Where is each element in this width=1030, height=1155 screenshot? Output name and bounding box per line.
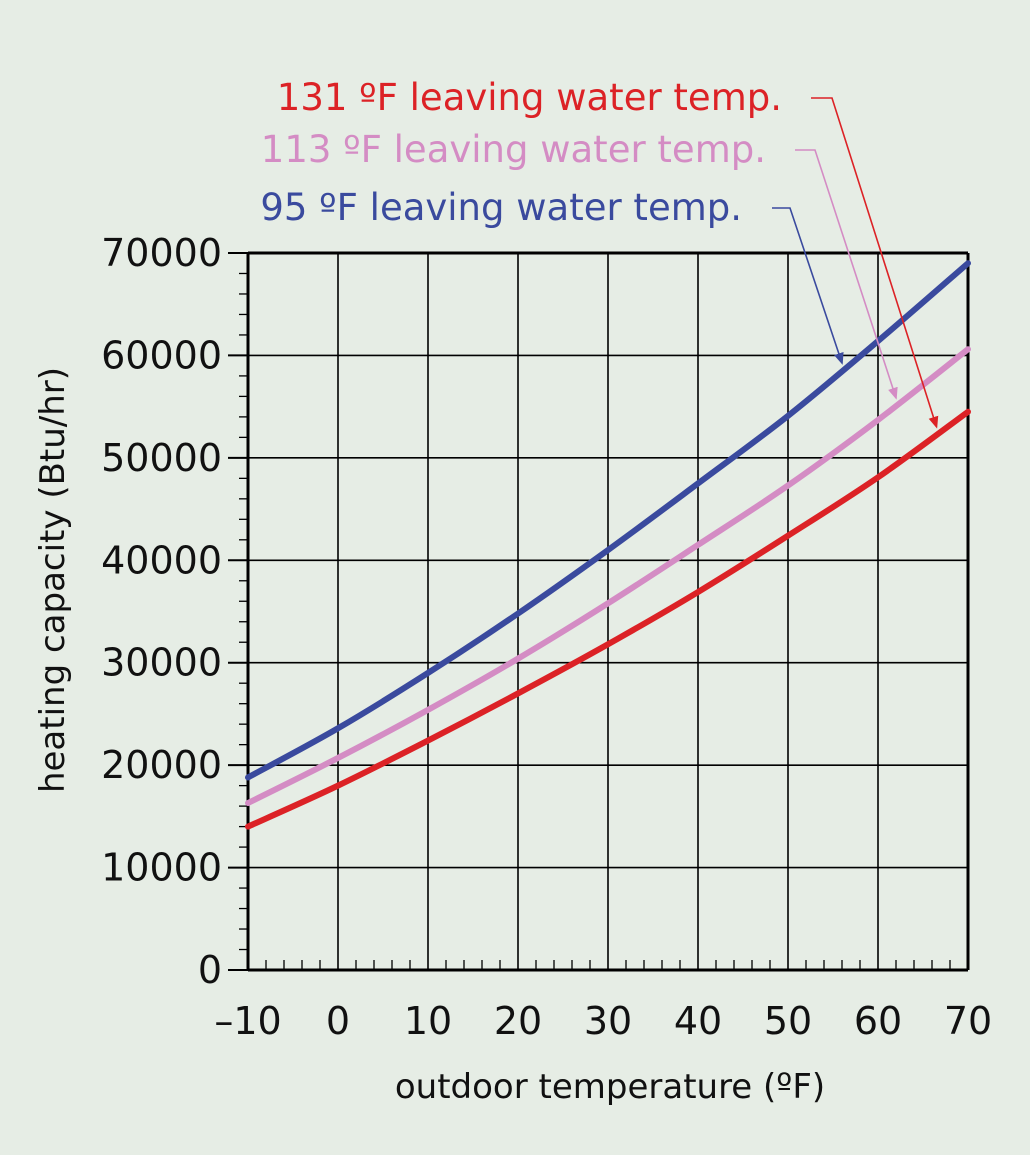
legend-arrow [795,149,898,400]
tick-labels: 0 10000 20000 30000 40000 50000 60000 70000 –10 0… [101,231,992,1043]
x-tick-label: –10 [214,999,281,1043]
series-lines [245,260,971,830]
x-tick-label: 70 [944,999,992,1043]
legend-label: 95 ºF leaving water temp. [260,186,742,229]
y-tick-label: 70000 [101,231,222,275]
legend: 95 ºF leaving water temp. 113 ºF leaving … [260,76,939,429]
y-tick-label: 20000 [101,743,222,787]
x-tick-label: 60 [854,999,902,1043]
y-tick-label: 40000 [101,538,222,582]
y-tick-label: 10000 [101,846,222,890]
series-line [245,260,971,781]
legend-arrow [811,97,939,429]
y-tick-label: 50000 [101,436,222,480]
x-tick-label: 50 [764,999,812,1043]
minor-ticks [239,272,951,970]
grid-lines [228,251,970,972]
series-line [245,408,971,830]
x-tick-label: 0 [326,999,350,1043]
x-tick-label: 20 [494,999,542,1043]
legend-label: 113 ºF leaving water temp. [261,128,766,171]
x-tick-label: 30 [584,999,632,1043]
y-tick-label: 0 [198,948,222,992]
y-tick-label: 30000 [101,641,222,685]
legend-arrow [772,207,844,365]
series-line [245,346,971,807]
x-tick-label: 10 [404,999,452,1043]
y-tick-label: 60000 [101,333,222,377]
x-tick-label: 40 [674,999,722,1043]
legend-label: 131 ºF leaving water temp. [277,76,782,119]
x-axis-title: outdoor temperature (ºF) [395,1067,825,1107]
y-axis-title: heating capacity (Btu/hr) [33,367,73,793]
